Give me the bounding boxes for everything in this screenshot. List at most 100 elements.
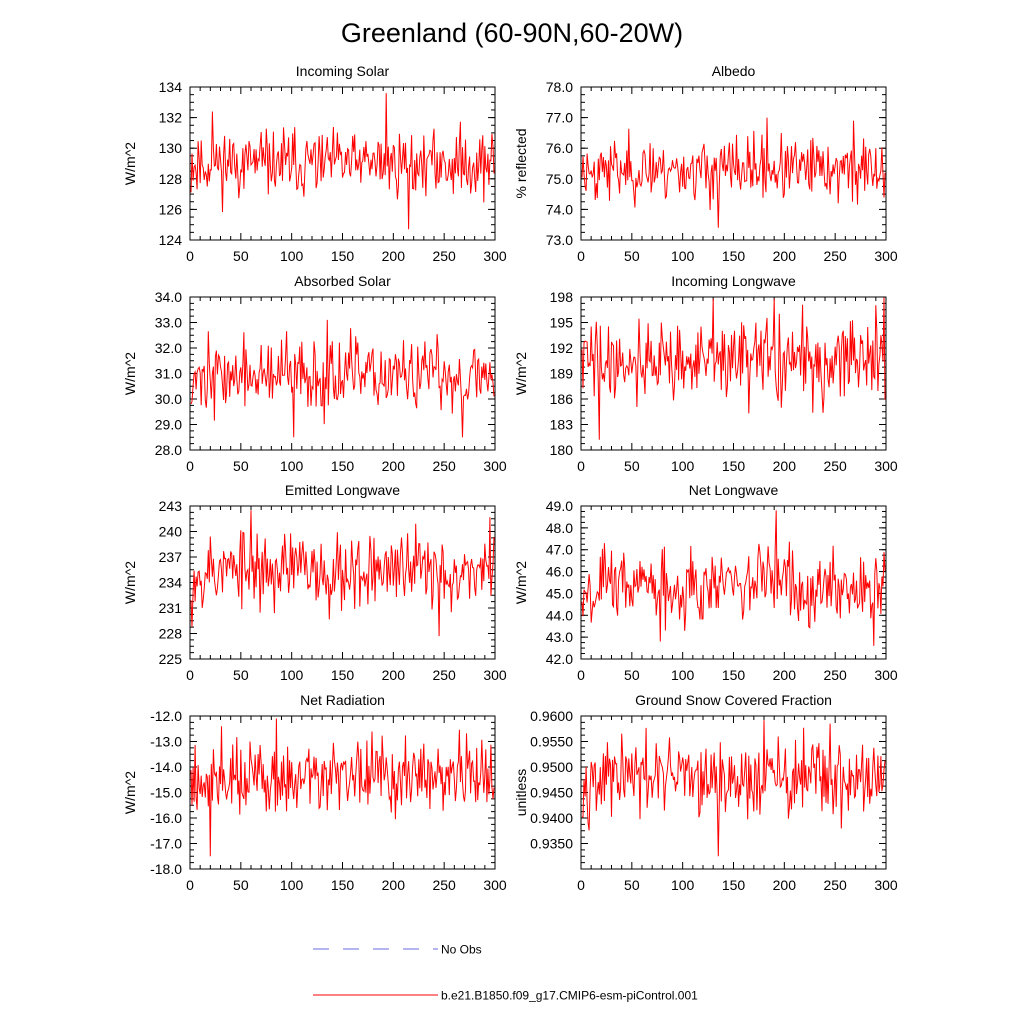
x-tick-label: 250: [823, 248, 847, 264]
y-tick-label: 43.0: [546, 629, 573, 645]
y-tick-label: 33.0: [155, 315, 182, 331]
x-tick-label: 300: [483, 667, 507, 683]
x-tick-label: 150: [722, 877, 746, 893]
x-tick-label: 100: [280, 248, 304, 264]
x-tick-label: 50: [233, 667, 249, 683]
y-tick-label: 0.9350: [530, 836, 573, 852]
panel-absorbed-solar: Absorbed Solar W/m^2 0 50 100 150 200 250 300 28.…: [122, 273, 507, 474]
plot-frame: [189, 296, 496, 451]
x-tick-label: 100: [280, 667, 304, 683]
x-tick-label: 100: [671, 458, 695, 474]
panel-title: Albedo: [712, 63, 756, 79]
y-tick-label: 49.0: [546, 498, 573, 514]
y-tick-label: 46.0: [546, 564, 573, 580]
panel-title: Ground Snow Covered Fraction: [635, 692, 832, 708]
y-tick-label: 228: [159, 626, 183, 642]
x-tick-label: 200: [382, 458, 406, 474]
x-tick-label: 250: [823, 667, 847, 683]
y-tick-label: 34.0: [155, 289, 182, 305]
panel-title: Absorbed Solar: [294, 273, 391, 289]
y-tick-label: 77.0: [546, 110, 573, 126]
y-tick-label: 31.0: [155, 366, 182, 382]
x-tick-label: 250: [823, 458, 847, 474]
x-tick-label: 0: [186, 248, 194, 264]
y-tick-label: 237: [159, 549, 183, 565]
y-tick-label: 42.0: [546, 651, 573, 667]
y-tick-label: 0.9450: [530, 785, 573, 801]
y-axis-label: W/m^2: [513, 352, 529, 395]
y-axis-label: W/m^2: [513, 561, 529, 604]
panel-incoming-solar: Incoming Solar W/m^2 0 50 100 150 200 250 300 124…: [122, 63, 507, 264]
y-axis-label: W/m^2: [122, 561, 138, 604]
plot-frame: [580, 505, 887, 660]
x-tick-label: 50: [624, 458, 640, 474]
y-tick-label: 0.9600: [530, 708, 573, 724]
x-tick-label: 250: [432, 877, 456, 893]
x-tick-label: 300: [483, 877, 507, 893]
y-tick-label: -18.0: [150, 861, 182, 877]
y-tick-label: -12.0: [150, 708, 182, 724]
panel-title: Net Longwave: [689, 482, 779, 498]
y-tick-label: -13.0: [150, 734, 182, 750]
x-tick-label: 50: [624, 667, 640, 683]
x-tick-label: 300: [874, 458, 898, 474]
y-tick-label: 73.0: [546, 232, 573, 248]
y-tick-label: 234: [159, 575, 183, 591]
plot-frame: [189, 86, 496, 241]
panel-title: Net Radiation: [300, 692, 385, 708]
y-tick-label: 134: [159, 79, 183, 95]
x-tick-label: 0: [577, 248, 585, 264]
y-tick-label: 47.0: [546, 542, 573, 558]
y-tick-label: 243: [159, 498, 183, 514]
x-tick-label: 50: [233, 458, 249, 474]
x-tick-label: 300: [874, 248, 898, 264]
panel-title: Emitted Longwave: [285, 482, 400, 498]
y-tick-label: 240: [159, 524, 183, 540]
x-tick-label: 0: [577, 458, 585, 474]
x-tick-label: 50: [624, 877, 640, 893]
x-tick-label: 250: [823, 877, 847, 893]
x-tick-label: 100: [280, 458, 304, 474]
y-tick-label: 48.0: [546, 520, 573, 536]
series-line: [581, 117, 886, 228]
series-line: [581, 720, 886, 857]
plot-frame: [189, 505, 496, 660]
x-tick-label: 100: [671, 667, 695, 683]
x-tick-label: 0: [186, 458, 194, 474]
plot-frame: [580, 86, 887, 241]
x-tick-label: 250: [432, 667, 456, 683]
x-tick-label: 100: [671, 248, 695, 264]
panel-title: Incoming Longwave: [671, 273, 796, 289]
plot-frame: [189, 715, 496, 870]
x-tick-label: 200: [382, 877, 406, 893]
y-tick-label: 192: [550, 340, 574, 356]
x-tick-label: 150: [722, 458, 746, 474]
panel-emitted-longwave: Emitted Longwave W/m^2 0 50 100 150 200 250 300 2…: [122, 482, 507, 683]
x-tick-label: 200: [382, 667, 406, 683]
x-tick-label: 150: [331, 248, 355, 264]
x-tick-label: 200: [773, 248, 797, 264]
y-tick-label: 32.0: [155, 340, 182, 356]
y-tick-label: 231: [159, 600, 183, 616]
x-tick-label: 0: [577, 877, 585, 893]
y-tick-label: 183: [550, 417, 574, 433]
figure-title: Greenland (60-90N,60-20W): [341, 18, 683, 48]
y-tick-label: -16.0: [150, 810, 182, 826]
series-line: [190, 93, 495, 230]
x-tick-label: 100: [671, 877, 695, 893]
y-axis-label: W/m^2: [122, 142, 138, 185]
x-tick-label: 300: [483, 248, 507, 264]
y-tick-label: 30.0: [155, 391, 182, 407]
series-line: [581, 510, 886, 646]
x-tick-label: 100: [280, 877, 304, 893]
x-tick-label: 150: [331, 458, 355, 474]
y-tick-label: 132: [159, 110, 183, 126]
y-tick-label: 75.0: [546, 171, 573, 187]
x-tick-label: 300: [874, 667, 898, 683]
y-tick-label: 130: [159, 140, 183, 156]
panels-group: Incoming Solar W/m^2 0 50 100 150 200 250 300 124…: [122, 63, 898, 893]
y-tick-label: 78.0: [546, 79, 573, 95]
y-tick-label: 186: [550, 391, 574, 407]
y-tick-label: 189: [550, 366, 574, 382]
